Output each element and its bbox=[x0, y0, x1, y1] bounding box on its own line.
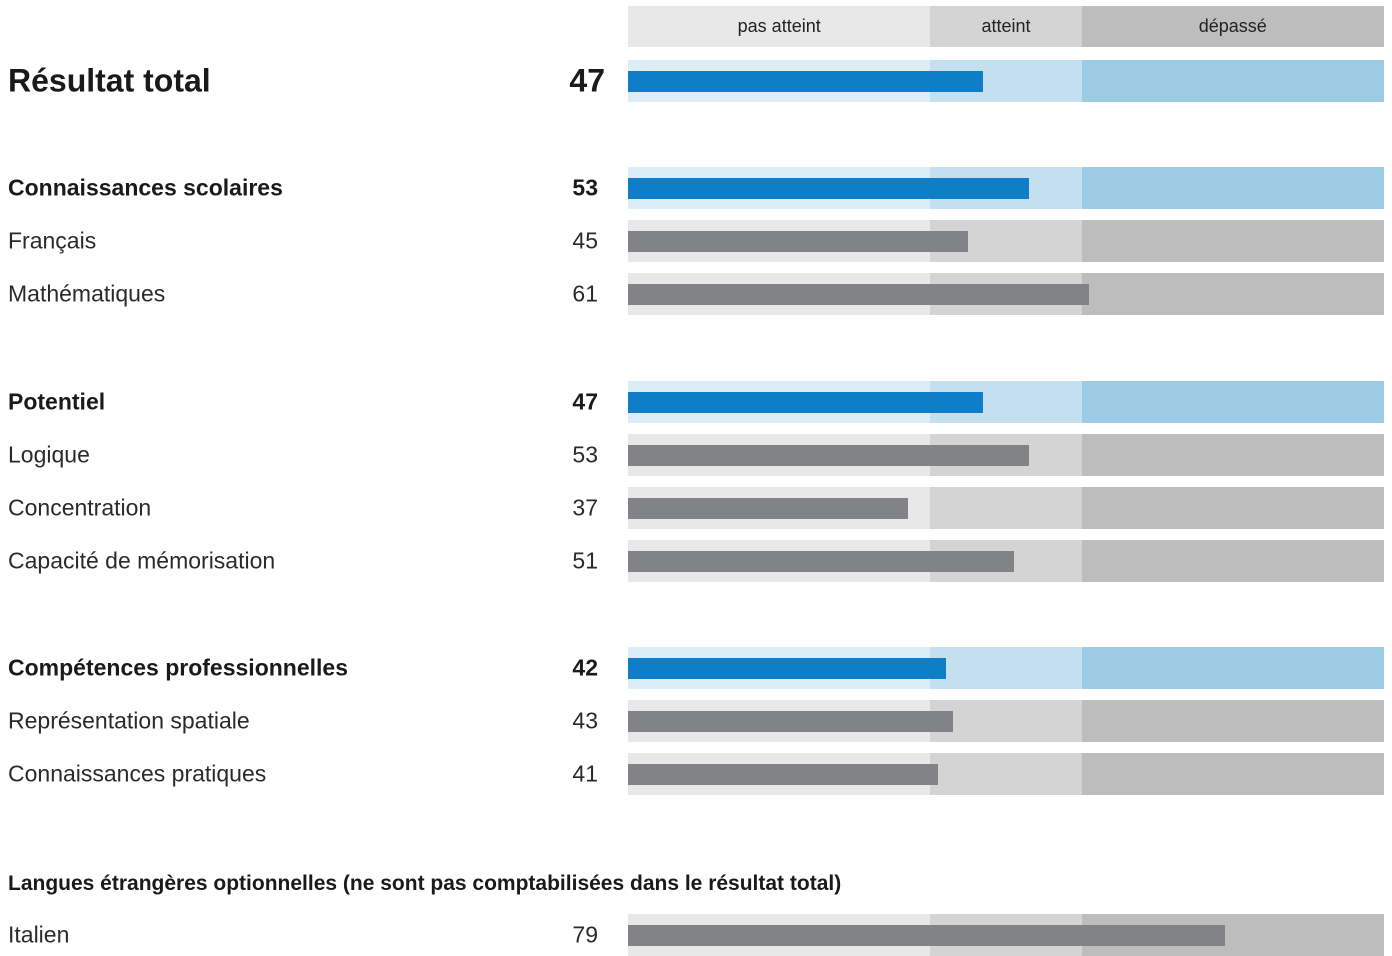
row-band bbox=[1082, 60, 1384, 102]
value-bar bbox=[628, 392, 983, 413]
row-band bbox=[930, 487, 1081, 529]
row-label: Français bbox=[8, 228, 96, 255]
row-label: Connaissances scolaires bbox=[8, 175, 283, 202]
value-bar bbox=[628, 925, 1225, 946]
row-band bbox=[930, 753, 1081, 795]
value-bar bbox=[628, 658, 946, 679]
value-bar bbox=[628, 498, 908, 519]
row-value: 47 bbox=[572, 389, 598, 416]
row-label: Compétences professionnelles bbox=[8, 655, 348, 682]
value-bar bbox=[628, 551, 1014, 572]
row-value: 53 bbox=[572, 442, 598, 469]
row-band bbox=[1082, 700, 1384, 742]
row-label: Italien bbox=[8, 922, 69, 949]
value-bar bbox=[628, 711, 953, 732]
value-bar bbox=[628, 71, 983, 92]
row-label: Mathématiques bbox=[8, 281, 165, 308]
row-band bbox=[1082, 753, 1384, 795]
row-label: Capacité de mémorisation bbox=[8, 548, 275, 575]
row-label: Potentiel bbox=[8, 389, 105, 416]
row-value: 53 bbox=[572, 175, 598, 202]
row-label: Représentation spatiale bbox=[8, 708, 250, 735]
optional-languages-title: Langues étrangères optionnelles (ne sont… bbox=[8, 872, 841, 896]
value-bar bbox=[628, 231, 968, 252]
row-value: 45 bbox=[572, 228, 598, 255]
value-bar bbox=[628, 178, 1029, 199]
row-label: Logique bbox=[8, 442, 90, 469]
row-band bbox=[1082, 273, 1384, 315]
row-value: 47 bbox=[569, 63, 605, 100]
row-value: 42 bbox=[572, 655, 598, 682]
row-band bbox=[1082, 487, 1384, 529]
row-value: 61 bbox=[572, 281, 598, 308]
row-value: 37 bbox=[572, 495, 598, 522]
row-value: 79 bbox=[572, 922, 598, 949]
scale-band-label: pas atteint bbox=[628, 6, 930, 47]
row-band bbox=[930, 647, 1081, 689]
row-value: 41 bbox=[572, 761, 598, 788]
scale-band-label: atteint bbox=[930, 6, 1081, 47]
row-value: 43 bbox=[572, 708, 598, 735]
row-value: 51 bbox=[572, 548, 598, 575]
row-label: Résultat total bbox=[8, 63, 211, 100]
row-band bbox=[1082, 167, 1384, 209]
value-bar bbox=[628, 764, 938, 785]
row-band bbox=[1082, 381, 1384, 423]
row-band bbox=[1082, 434, 1384, 476]
value-bar bbox=[628, 445, 1029, 466]
row-label: Connaissances pratiques bbox=[8, 761, 266, 788]
scale-band-label: dépassé bbox=[1082, 6, 1384, 47]
row-band bbox=[1082, 220, 1384, 262]
row-band bbox=[1082, 647, 1384, 689]
row-label: Concentration bbox=[8, 495, 151, 522]
row-band bbox=[1082, 540, 1384, 582]
value-bar bbox=[628, 284, 1089, 305]
